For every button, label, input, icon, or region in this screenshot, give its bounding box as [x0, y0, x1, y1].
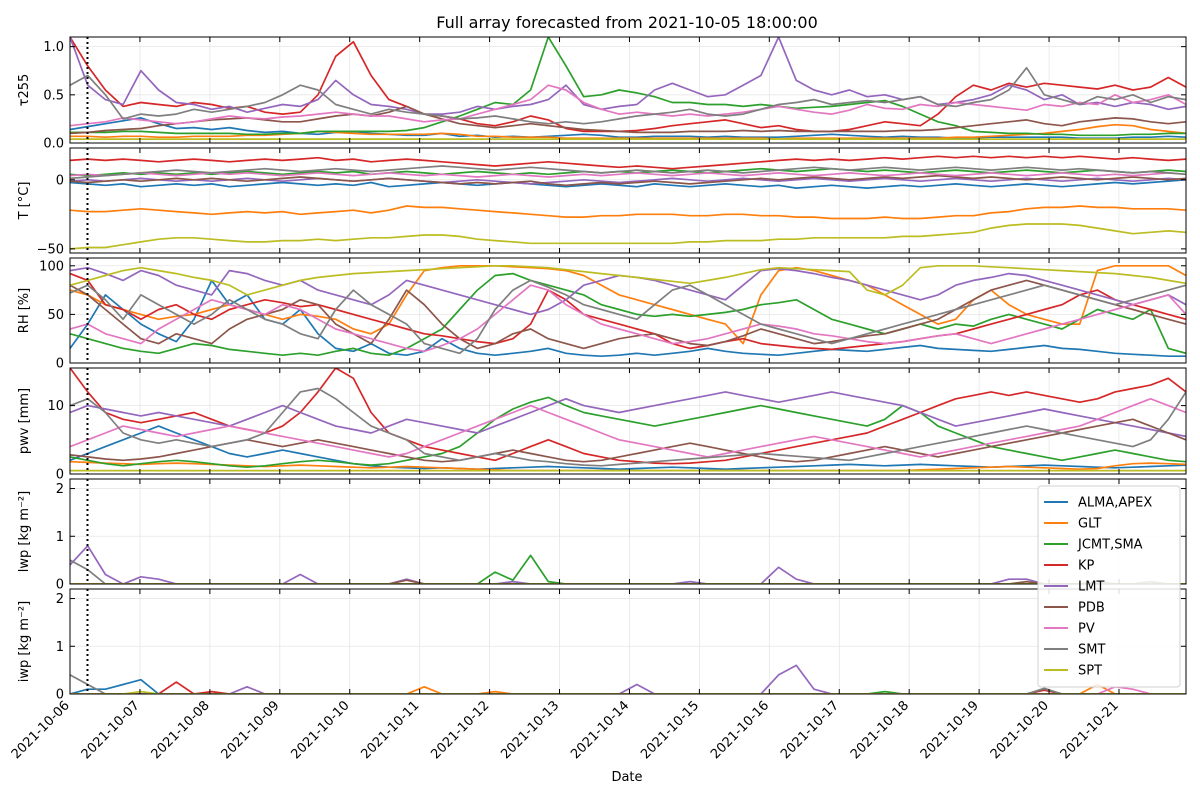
- y-tick-label: −50: [37, 242, 64, 257]
- panel-lwp: 0 1 2 lwp [kg m⁻²]: [17, 478, 1187, 593]
- series-line-glt: [70, 205, 1186, 220]
- y-axis-title: lwp [kg m⁻²]: [17, 491, 32, 572]
- series-group: [70, 264, 1186, 358]
- y-axis-title: T [°C]: [17, 182, 32, 221]
- series-line-smt: [70, 279, 1186, 355]
- series-line-smt: [70, 165, 1186, 180]
- panel-pwv: 0 10 pwv [mm]: [17, 367, 1187, 483]
- series-group: [70, 37, 1186, 140]
- y-tick-label: 0: [56, 173, 64, 188]
- series-line-jcmt-sma: [70, 37, 1186, 137]
- y-tick-label: 0: [56, 578, 64, 593]
- series-line-lmt: [70, 391, 1186, 438]
- legend-entry: PV: [1078, 622, 1095, 637]
- legend-entry: ALMA,APEX: [1078, 496, 1152, 511]
- y-tick-label: 50: [47, 308, 64, 323]
- legend: ALMA,APEX GLT JCMT,SMA KP LMT PDB PV SMT SPT: [1037, 485, 1181, 688]
- y-axis-title: τ255: [17, 74, 32, 107]
- series-line-lmt: [70, 177, 1186, 185]
- legend-entry: SPT: [1078, 664, 1102, 679]
- legend-entry: PDB: [1078, 601, 1105, 616]
- y-tick-label: 1: [56, 640, 64, 655]
- series-line-smt: [70, 387, 1186, 467]
- series-line-kp: [70, 272, 1186, 351]
- legend-entry: JCMT,SMA: [1077, 538, 1143, 553]
- panel-frame: [69, 367, 1187, 475]
- legend-entry: KP: [1078, 559, 1095, 574]
- legend-entry: SMT: [1078, 643, 1105, 658]
- series-group: [70, 664, 1186, 694]
- series-line-lmt: [70, 37, 1186, 115]
- legend-box: [1037, 485, 1181, 688]
- series-line-alma-apex: [70, 117, 1186, 140]
- series-line-pdb: [70, 174, 1186, 187]
- legend-entry: GLT: [1078, 517, 1102, 532]
- y-tick-label: 0: [56, 468, 64, 483]
- series-line-alma-apex: [70, 279, 1186, 358]
- series-line-spt: [70, 264, 1186, 296]
- series-line-pv: [70, 172, 1186, 178]
- series-line-spt: [70, 223, 1186, 250]
- y-axis-title: pwv [mm]: [17, 388, 32, 454]
- y-tick-label: 2: [56, 592, 64, 607]
- series-line-pv: [70, 397, 1186, 458]
- y-tick-label: 0.5: [43, 88, 64, 103]
- series-line-jcmt-sma: [70, 272, 1186, 357]
- series-line-pv: [70, 84, 1186, 127]
- y-tick-label: 10: [47, 399, 64, 414]
- panel-frame: [69, 257, 1187, 364]
- panel-frame: [69, 147, 1187, 254]
- series-line-pdb: [70, 279, 1186, 350]
- series-line-lmt: [70, 664, 1186, 694]
- y-tick-label: 2: [56, 482, 64, 497]
- series-line-lmt: [70, 544, 1186, 584]
- series-line-pv: [70, 284, 1186, 353]
- series-line-glt: [70, 123, 1186, 140]
- series-line-kp: [70, 37, 1186, 133]
- series-line-jcmt-sma: [70, 167, 1186, 177]
- series-line-smt: [70, 66, 1186, 125]
- series-line-alma-apex: [70, 178, 1186, 189]
- panel-RH: 0 50 100 RH [%]: [17, 257, 1187, 372]
- y-tick-label: 0: [56, 357, 64, 372]
- x-axis-title: Date: [611, 770, 642, 785]
- panel-tau: 0.0 0.5 1.0 τ255: [17, 36, 1187, 152]
- y-tick-label: 1.0: [43, 40, 64, 55]
- legend-entry: LMT: [1078, 580, 1104, 595]
- series-group: [70, 544, 1186, 584]
- series-line-jcmt-sma: [70, 396, 1186, 469]
- y-axis-title: iwp [kg m⁻²]: [17, 601, 32, 682]
- panel-T: −50 0 T [°C]: [17, 147, 1187, 257]
- series-group: [70, 155, 1186, 250]
- panel-frame: [69, 478, 1187, 585]
- y-axis-title: RH [%]: [17, 288, 32, 333]
- series-line-kp: [70, 155, 1186, 170]
- panel-frame: [69, 36, 1187, 144]
- series-line-pdb: [70, 418, 1186, 463]
- y-tick-label: 1: [56, 530, 64, 545]
- y-tick-label: 100: [39, 259, 64, 274]
- panel-iwp: 0 1 2 iwp [kg m⁻²]: [17, 588, 1187, 703]
- series-group: [70, 368, 1186, 472]
- figure-title: Full array forecasted from 2021-10-05 18…: [436, 13, 818, 32]
- y-tick-label: 0.0: [43, 137, 64, 152]
- y-tick-label: 0: [56, 688, 64, 703]
- panel-frame: [69, 588, 1187, 695]
